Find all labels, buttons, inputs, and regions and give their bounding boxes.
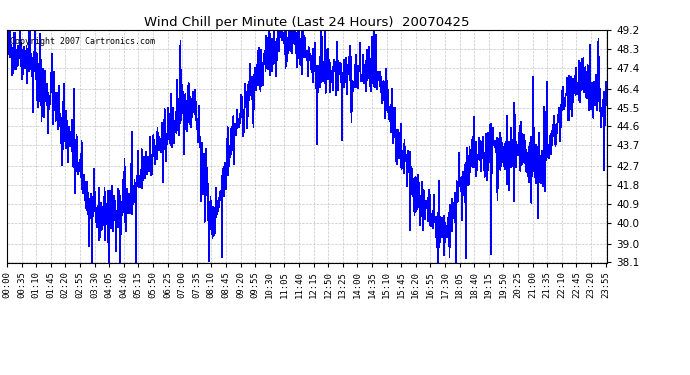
Text: Copyright 2007 Cartronics.com: Copyright 2007 Cartronics.com bbox=[10, 37, 155, 46]
Title: Wind Chill per Minute (Last 24 Hours)  20070425: Wind Chill per Minute (Last 24 Hours) 20… bbox=[144, 16, 470, 29]
